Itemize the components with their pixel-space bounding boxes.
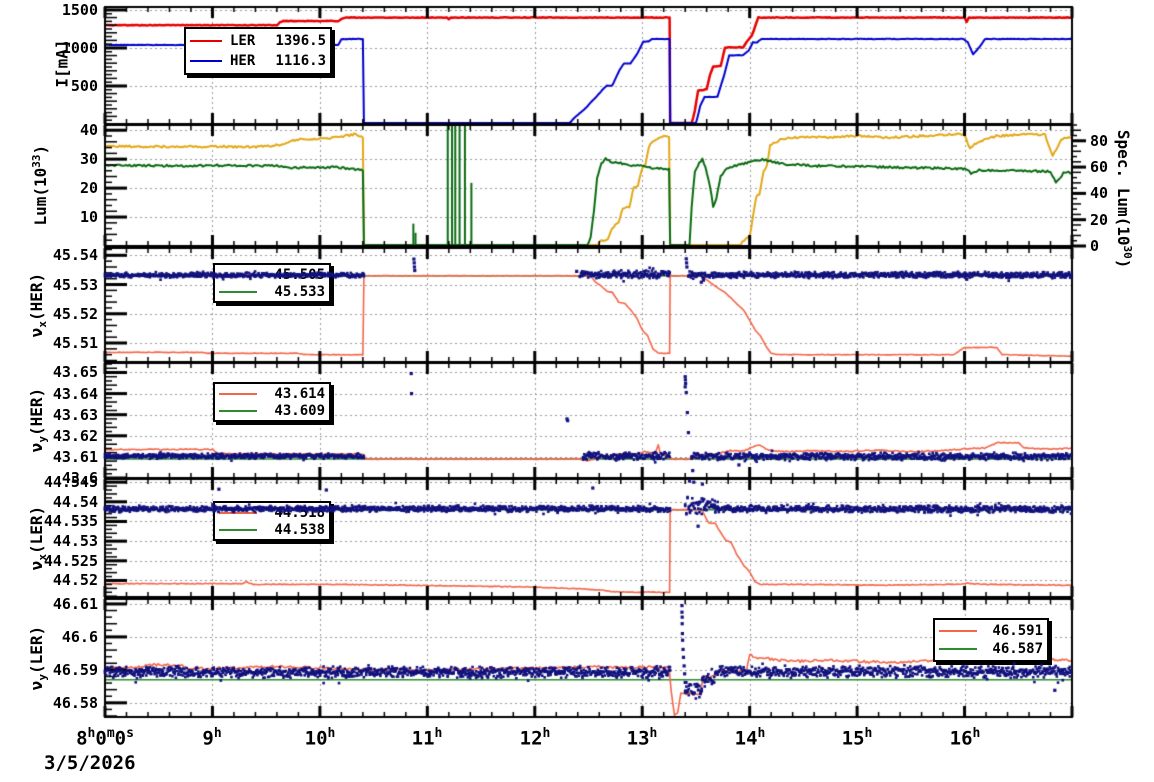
chart-scatter-canvas — [0, 0, 1154, 782]
beam-tune-monitor-screen: LER1396.5HER1116.345.50545.53343.61443.6… — [0, 0, 1154, 782]
